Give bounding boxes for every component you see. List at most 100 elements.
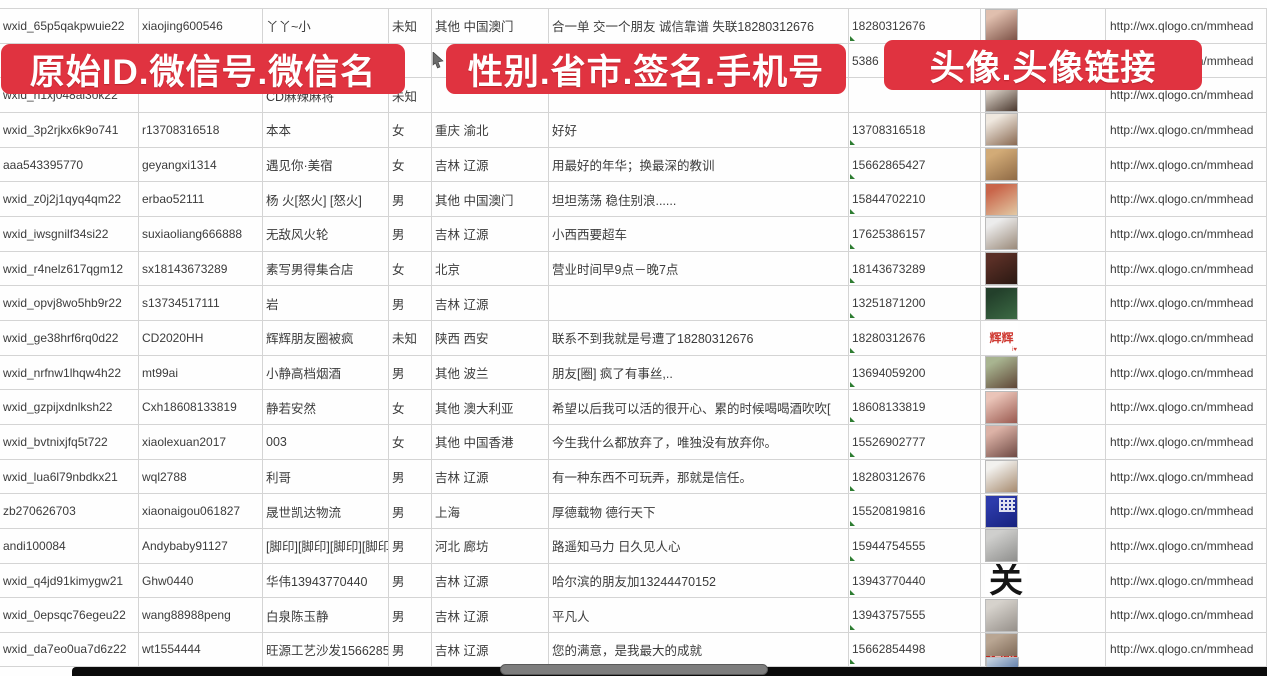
cell-gender[interactable]: 男 [389,459,432,494]
cell-region[interactable]: 其他 中国香港 [432,425,549,459]
cell-wechat_id[interactable]: wang88988peng [139,598,263,633]
cell-gender[interactable]: 男 [389,529,432,563]
cell-phone[interactable] [849,78,981,113]
cell-avatar[interactable] [981,9,1106,43]
cell-avatar[interactable] [981,494,1106,529]
cell-region[interactable]: 吉林 辽源 [432,217,549,251]
cell-wechat_id[interactable]: Andybaby91127 [139,529,263,563]
cell-region[interactable]: 北京 [432,251,549,286]
cell-phone[interactable]: 18143673289 [849,251,981,286]
cell-region[interactable]: 重庆 渝北 [432,113,549,147]
cell-signature[interactable]: 哈尔滨的朋友加13244470152 [549,563,849,598]
cell-signature[interactable]: 今生我什么都放弃了，唯独没有放弃你。 [549,425,849,459]
cell-name[interactable]: 晟世凯达物流 [263,494,389,529]
cell-wxid[interactable]: wxid_r4nelz617qgm12 [0,251,139,286]
cell-link[interactable]: http://wx.qlogo.cn/mmhead [1106,529,1267,563]
cell-phone[interactable]: 18280312676 [849,321,981,355]
cell-signature[interactable] [549,78,849,113]
cell-name[interactable]: 旺源工艺沙发15662854 [263,633,389,666]
cell-region[interactable]: 其他 澳大利亚 [432,390,549,425]
cell-avatar[interactable] [981,459,1106,494]
cell-link[interactable]: http://wx.qlogo.cn/mmhead [1106,251,1267,286]
cell-wxid[interactable]: wxid_ge38hrf6rq0d22 [0,321,139,355]
cell-name[interactable]: 白泉陈玉静 [263,598,389,633]
cell-avatar[interactable] [981,182,1106,217]
cell-wxid[interactable]: wxid_opvj8wo5hb9r22 [0,286,139,321]
cell-region[interactable]: 其他 中国澳门 [432,182,549,217]
cell-region[interactable]: 吉林 辽源 [432,147,549,182]
cell-wechat_id[interactable]: s13734517111 [139,286,263,321]
cell-phone[interactable]: 13251871200 [849,286,981,321]
cell-signature[interactable]: 希望以后我可以活的很开心、累的时候喝喝酒吹吹[ [549,390,849,425]
cell-phone[interactable]: 18280312676 [849,459,981,494]
cell-avatar[interactable]: 辉辉 i♥ [981,321,1106,355]
cell-name[interactable]: 遇见你·美宿 [263,147,389,182]
cell-region[interactable]: 吉林 辽源 [432,286,549,321]
cell-gender[interactable]: 男 [389,182,432,217]
cell-name[interactable]: 003 [263,425,389,459]
cell-avatar[interactable] [981,251,1106,286]
cell-wxid[interactable]: wxid_iwsgnilf34si22 [0,217,139,251]
cell-name[interactable]: 小静高档烟酒 [263,355,389,390]
cell-wechat_id[interactable]: xiaojing600546 [139,9,263,43]
cell-signature[interactable]: 用最好的年华；换最深的教训 [549,147,849,182]
cell-wechat_id[interactable]: r13708316518 [139,113,263,147]
cell-signature[interactable]: 小西西要超车 [549,217,849,251]
cell-link[interactable]: http://wx.qlogo.cn/mmhead [1106,147,1267,182]
cell-wechat_id[interactable]: erbao52111 [139,182,263,217]
cell-region[interactable]: 其他 中国澳门 [432,9,549,43]
cell-phone[interactable]: 13943770440 [849,563,981,598]
cell-name[interactable]: 辉辉朋友圈被疯 [263,321,389,355]
cell-wechat_id[interactable]: Cxh18608133819 [139,390,263,425]
cell-name[interactable]: 本本 [263,113,389,147]
cell-gender[interactable]: 女 [389,113,432,147]
cell-wxid[interactable]: wxid_0epsqc76egeu22 [0,598,139,633]
cell-avatar[interactable] [981,529,1106,563]
cell-wechat_id[interactable]: wt1554444 [139,633,263,666]
cell-phone[interactable]: 15662854498 [849,633,981,666]
cell-link[interactable]: http://wx.qlogo.cn/mmhead [1106,286,1267,321]
cell-wxid[interactable]: aaa543395770 [0,147,139,182]
cell-wechat_id[interactable]: CD2020HH [139,321,263,355]
cell-region[interactable]: 陕西 西安 [432,321,549,355]
cell-link[interactable]: http://wx.qlogo.cn/mmhead [1106,425,1267,459]
cell-gender[interactable]: 男 [389,286,432,321]
cell-avatar[interactable] [981,286,1106,321]
cell-gender[interactable]: 男 [389,598,432,633]
cell-signature[interactable]: 平凡人 [549,598,849,633]
cell-name[interactable]: 华伟13943770440 [263,563,389,598]
cell-region[interactable]: 吉林 辽源 [432,563,549,598]
scrollbar-thumb[interactable] [500,664,768,675]
cell-wxid[interactable]: andi100084 [0,529,139,563]
cell-signature[interactable]: 坦坦荡荡 稳住别浪...... [549,182,849,217]
cell-wechat_id[interactable]: mt99ai [139,355,263,390]
cell-phone[interactable]: 15520819816 [849,494,981,529]
cell-region[interactable]: 吉林 辽源 [432,598,549,633]
cell-link[interactable]: http://wx.qlogo.cn/mmhead [1106,355,1267,390]
cell-avatar[interactable] [981,113,1106,147]
cell-region[interactable]: 河北 廊坊 [432,529,549,563]
cell-phone[interactable]: 15944754555 [849,529,981,563]
cell-phone[interactable]: 15662865427 [849,147,981,182]
cell-link[interactable]: http://wx.qlogo.cn/mmhead [1106,390,1267,425]
cell-wxid[interactable]: wxid_da7eo0ua7d6z22 [0,633,139,666]
cell-signature[interactable]: 营业时间早9点－晚7点 [549,251,849,286]
cell-link[interactable]: http://wx.qlogo.cn/mmhead [1106,182,1267,217]
cell-phone[interactable]: 18608133819 [849,390,981,425]
cell-avatar[interactable] [981,425,1106,459]
cell-signature[interactable]: 厚德载物 德行天下 [549,494,849,529]
cell-gender[interactable]: 女 [389,251,432,286]
cell-wechat_id[interactable]: geyangxi1314 [139,147,263,182]
cell-wechat_id[interactable]: suxiaoliang666888 [139,217,263,251]
cell-wxid[interactable]: wxid_q4jd91kimygw21 [0,563,139,598]
cell-link[interactable]: http://wx.qlogo.cn/mmhead [1106,217,1267,251]
cell-wxid[interactable]: wxid_65p5qakpwuie22 [0,9,139,43]
cell-name[interactable]: 静若安然 [263,390,389,425]
cell-link[interactable]: http://wx.qlogo.cn/mmhead [1106,459,1267,494]
cell-phone[interactable]: 15526902777 [849,425,981,459]
cell-name[interactable]: 素写男得集合店 [263,251,389,286]
cell-phone[interactable]: 13694059200 [849,355,981,390]
cell-phone[interactable]: 18280312676 [849,9,981,43]
cell-wechat_id[interactable]: xiaonaigou061827 [139,494,263,529]
cell-wxid[interactable]: wxid_bvtnixjfq5t722 [0,425,139,459]
